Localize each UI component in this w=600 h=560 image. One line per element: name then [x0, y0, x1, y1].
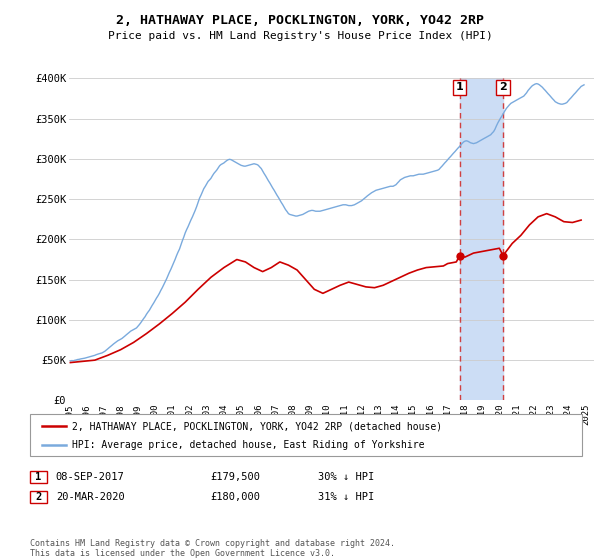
Text: Price paid vs. HM Land Registry's House Price Index (HPI): Price paid vs. HM Land Registry's House …	[107, 31, 493, 41]
Bar	[460, 78, 503, 400]
Text: 30% ↓ HPI: 30% ↓ HPI	[318, 472, 374, 482]
Text: 20-MAR-2020: 20-MAR-2020	[56, 492, 125, 502]
Text: £180,000: £180,000	[210, 492, 260, 502]
Text: 1: 1	[455, 82, 463, 92]
Text: £179,500: £179,500	[210, 472, 260, 482]
Text: 2: 2	[499, 82, 507, 92]
Text: 08-SEP-2017: 08-SEP-2017	[56, 472, 125, 482]
Text: 2, HATHAWAY PLACE, POCKLINGTON, YORK, YO42 2RP (detached house): 2, HATHAWAY PLACE, POCKLINGTON, YORK, YO…	[72, 421, 442, 431]
Text: 2, HATHAWAY PLACE, POCKLINGTON, YORK, YO42 2RP: 2, HATHAWAY PLACE, POCKLINGTON, YORK, YO…	[116, 14, 484, 27]
Text: 1: 1	[35, 472, 41, 482]
Text: Contains HM Land Registry data © Crown copyright and database right 2024.
This d: Contains HM Land Registry data © Crown c…	[30, 539, 395, 558]
Text: 31% ↓ HPI: 31% ↓ HPI	[318, 492, 374, 502]
Text: 2: 2	[35, 492, 41, 502]
Text: HPI: Average price, detached house, East Riding of Yorkshire: HPI: Average price, detached house, East…	[72, 440, 425, 450]
